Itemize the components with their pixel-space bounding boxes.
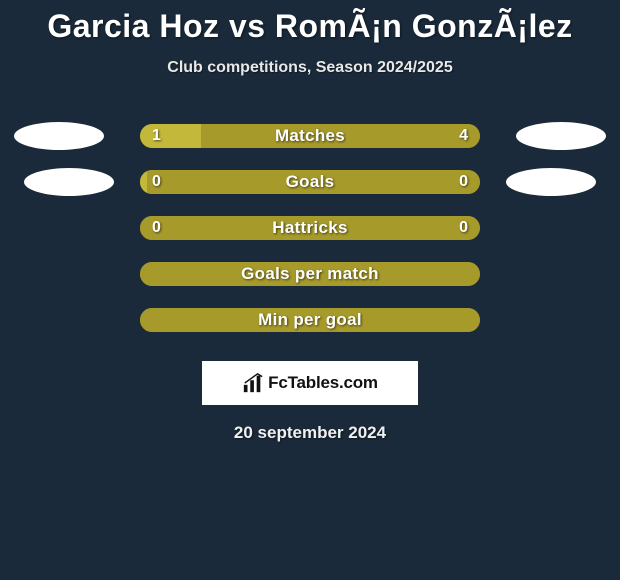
- team-badge-left: [24, 168, 114, 196]
- date-text: 20 september 2024: [0, 423, 620, 443]
- stat-row: Min per goal: [0, 297, 620, 343]
- team-badge-left: [14, 122, 104, 150]
- logo-text: FcTables.com: [268, 373, 378, 393]
- stat-label: Hattricks: [140, 216, 480, 240]
- stat-bar: 00Goals: [140, 170, 480, 194]
- team-badge-right: [516, 122, 606, 150]
- stat-rows: 14Matches 00Goals 00Hattricks Goals per mat…: [0, 113, 620, 343]
- stat-bar: Goals per match: [140, 262, 480, 286]
- logo-box: FcTables.com: [202, 361, 418, 405]
- stat-row: Goals per match: [0, 251, 620, 297]
- stat-row: 00Hattricks: [0, 205, 620, 251]
- page-title: Garcia Hoz vs RomÃ¡n GonzÃ¡lez: [0, 0, 620, 45]
- stat-label: Goals per match: [140, 262, 480, 286]
- comparison-card: Garcia Hoz vs RomÃ¡n GonzÃ¡lez Club comp…: [0, 0, 620, 443]
- stat-label: Matches: [140, 124, 480, 148]
- team-badge-right: [506, 168, 596, 196]
- stat-bar: 14Matches: [140, 124, 480, 148]
- stat-label: Min per goal: [140, 308, 480, 332]
- stat-bar: 00Hattricks: [140, 216, 480, 240]
- stat-row: 14Matches: [0, 113, 620, 159]
- stat-bar: Min per goal: [140, 308, 480, 332]
- stat-row: 00Goals: [0, 159, 620, 205]
- logo-chart-icon: [242, 372, 264, 394]
- stat-label: Goals: [140, 170, 480, 194]
- subtitle: Club competitions, Season 2024/2025: [0, 59, 620, 77]
